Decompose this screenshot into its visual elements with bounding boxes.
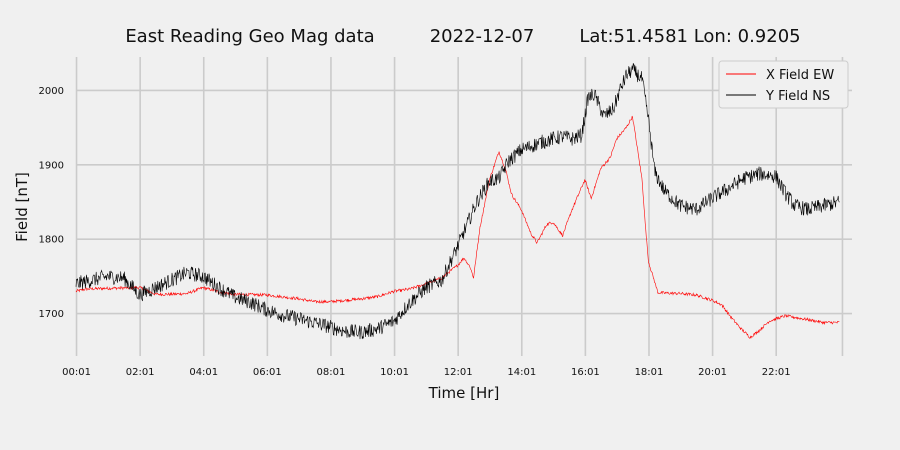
x-tick-label: 12:01: [444, 367, 473, 378]
y-axis-label: Field [nT]: [13, 172, 31, 242]
x-tick-label: 20:01: [698, 367, 727, 378]
legend-label: X Field EW: [766, 68, 834, 83]
series-layer: [75, 63, 840, 340]
legend: X Field EW Y Field NS: [718, 60, 849, 109]
x-axis-label: Time [Hr]: [428, 384, 500, 402]
y-tick-label: 2000: [39, 86, 64, 97]
legend-box: [718, 60, 849, 109]
x-tick-label: 10:01: [380, 367, 409, 378]
x-axis-ticks: 00:01 02:01 04:01 06:01 08:01 10:01 12:01 14:01…: [62, 367, 791, 378]
series-line: [75, 63, 840, 340]
chart-title-date: 2022-12-07: [430, 26, 535, 47]
legend-label: Y Field NS: [765, 89, 830, 104]
x-tick-label: 14:01: [507, 367, 536, 378]
x-tick-label: 02:01: [126, 367, 155, 378]
x-tick-label: 18:01: [635, 367, 664, 378]
x-tick-label: 06:01: [253, 367, 282, 378]
chart-title: East Reading Geo Mag data 2022-12-07 Lat…: [125, 26, 800, 47]
x-tick-label: 08:01: [317, 367, 346, 378]
chart-title-station: East Reading Geo Mag data: [125, 26, 374, 47]
y-axis-ticks: 1700 1800 1900 2000: [39, 86, 64, 320]
y-tick-label: 1900: [39, 160, 64, 171]
series-line: [75, 115, 840, 339]
x-tick-label: 00:01: [62, 367, 91, 378]
y-tick-label: 1800: [39, 235, 64, 246]
y-tick-label: 1700: [39, 309, 64, 320]
chart-title-location: Lat:51.4581 Lon: 0.9205: [579, 26, 800, 47]
x-tick-label: 22:01: [762, 367, 791, 378]
x-tick-label: 04:01: [189, 367, 218, 378]
x-tick-label: 16:01: [571, 367, 600, 378]
